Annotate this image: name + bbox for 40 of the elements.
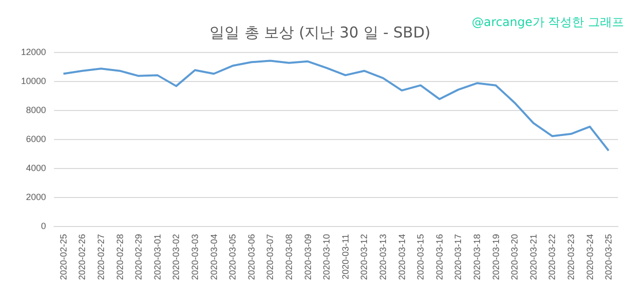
x-tick-label: 2020-03-05 [228, 234, 238, 280]
x-tick-label: 2020-02-29 [134, 234, 144, 280]
x-tick-label: 2020-03-02 [171, 234, 182, 280]
x-tick-label: 2020-02-26 [77, 234, 88, 280]
x-tick-label: 2020-03-01 [152, 234, 162, 280]
x-tick-label: 2020-03-06 [246, 234, 256, 280]
y-tick-label: 8000 [26, 104, 46, 115]
text: @arcange가 작성한 그래프 [472, 15, 624, 29]
x-tick-label: 2020-03-20 [510, 234, 520, 280]
x-tick-label: 2020-03-13 [378, 234, 388, 280]
x-tick-label: 2020-03-16 [434, 234, 444, 280]
x-tick-label: 2020-02-28 [114, 234, 125, 280]
x-tick-label: 2020-03-03 [190, 234, 200, 280]
x-tick-label: 2020-03-15 [416, 234, 426, 280]
x-tick-label: 2020-03-19 [490, 234, 501, 280]
y-tick-label: 6000 [26, 134, 46, 144]
x-tick-label: 2020-03-23 [566, 234, 576, 280]
chart-title: 일일 총 보상 (지난 30 일 - SBD) [210, 24, 430, 42]
x-tick-label: 2020-03-25 [604, 234, 614, 280]
x-tick-label: 2020-03-10 [322, 234, 332, 280]
x-tick-label: 2020-03-08 [284, 234, 294, 280]
x-tick-label: 2020-03-22 [547, 234, 558, 280]
x-tick-label: 2020-03-11 [340, 234, 350, 280]
y-tick-label: 10000 [20, 76, 46, 86]
x-tick-label: 2020-03-21 [528, 234, 538, 280]
x-tick-label: 2020-02-25 [58, 234, 68, 280]
y-tick-label: 0 [40, 220, 46, 231]
x-tick-label: 2020-03-04 [208, 234, 219, 280]
x-tick-label: 2020-03-24 [584, 234, 595, 280]
x-tick-label: 2020-02-27 [96, 234, 106, 280]
x-tick-label: 2020-03-12 [359, 234, 370, 280]
x-tick-label: 2020-03-17 [453, 234, 464, 280]
x-tick-label: 2020-03-07 [265, 234, 276, 280]
line-series [62, 60, 610, 152]
y-tick-label: 2000 [26, 192, 46, 202]
x-tick-label: 2020-03-18 [472, 234, 482, 280]
y-tick-label: 12000 [20, 47, 46, 57]
x-tick-label: 2020-03-09 [302, 234, 313, 280]
x-tick-label: 2020-03-14 [396, 234, 407, 280]
y-tick-label: 4000 [26, 162, 46, 173]
